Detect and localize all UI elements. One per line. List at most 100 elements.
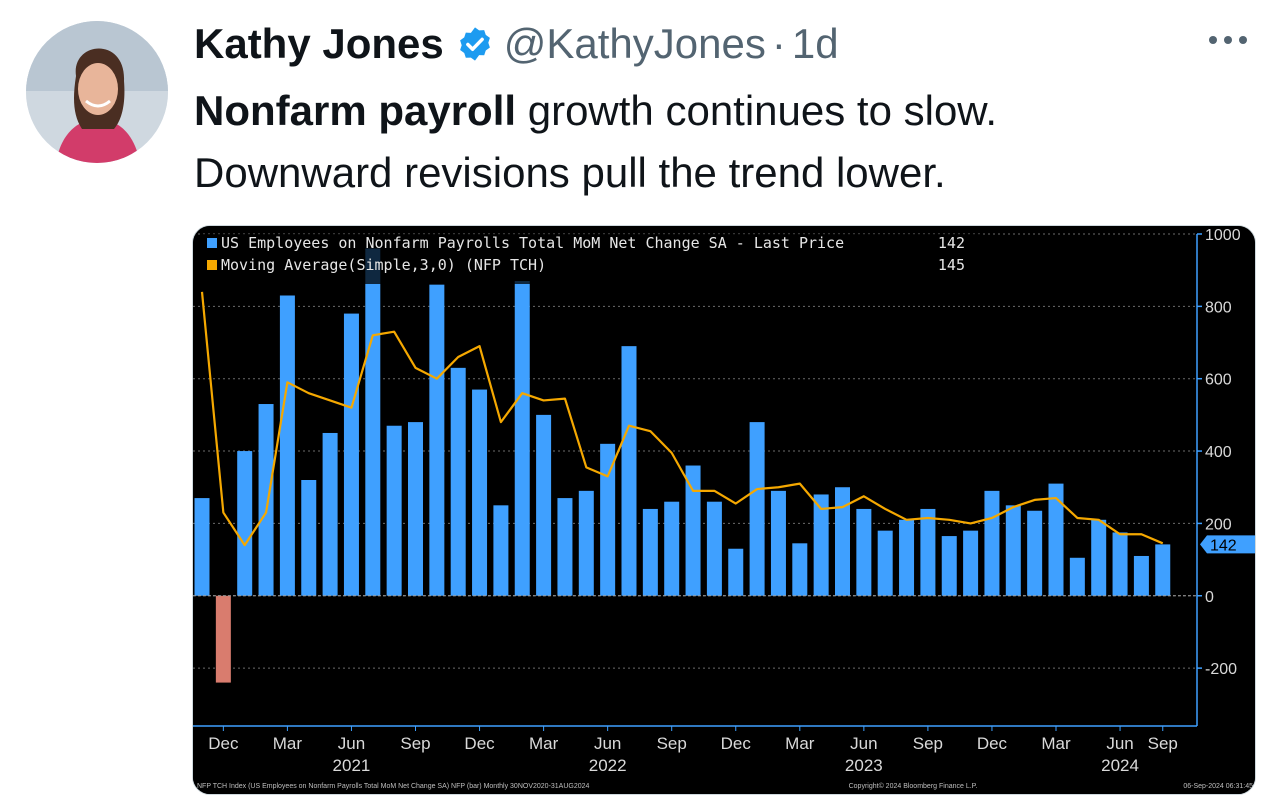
x-axis-band <box>193 726 1255 794</box>
xtick-label-10: Jun <box>850 734 877 753</box>
bar-2021-08 <box>386 425 402 596</box>
xtick-label-14: Jun <box>1106 734 1133 753</box>
xtick-label-8: Dec <box>721 734 752 753</box>
bar-2021-07 <box>365 248 381 596</box>
author-name[interactable]: Kathy Jones <box>194 20 444 67</box>
verified-badge-icon <box>456 25 494 63</box>
ytick-label-0: 0 <box>1205 589 1214 606</box>
bar-2020-12 <box>215 595 231 683</box>
year-label-2024: 2024 <box>1101 756 1139 775</box>
chart-footer-left: NFP TCH Index (US Employees on Nonfarm P… <box>197 783 590 790</box>
bar-2021-11 <box>450 367 466 596</box>
bar-2023-05 <box>835 487 850 596</box>
last-value-tag-label: 142 <box>1210 537 1237 554</box>
bar-2021-05 <box>322 432 338 596</box>
nfp-chart: US Employees on Nonfarm Payrolls Total M… <box>193 226 1255 794</box>
bar-2024-02 <box>1027 510 1043 596</box>
bar-2023-06 <box>856 508 872 596</box>
bar-2023-02 <box>770 490 786 596</box>
bar-2021-12 <box>472 389 488 596</box>
bar-2024-07 <box>1133 555 1149 596</box>
bar-2021-04 <box>301 480 317 596</box>
xtick-label-5: Mar <box>529 734 559 753</box>
legend-value-1: 145 <box>938 256 965 274</box>
author-avatar[interactable] <box>26 21 168 163</box>
legend-label-0: US Employees on Nonfarm Payrolls Total M… <box>221 234 844 252</box>
bar-2021-09 <box>408 422 423 596</box>
xtick-label-13: Mar <box>1041 734 1071 753</box>
year-label-2022: 2022 <box>589 756 627 775</box>
bar-2024-08 <box>1155 544 1171 596</box>
bar-2023-04 <box>813 494 829 596</box>
bar-2023-09 <box>920 508 936 596</box>
moving-average-line <box>200 291 1164 547</box>
tweet-text-bold: Nonfarm payroll <box>194 87 517 134</box>
bar-2020-11 <box>194 498 210 596</box>
ytick-label-200: 200 <box>1205 516 1232 533</box>
bar-2022-01 <box>493 505 509 596</box>
bar-2022-02 <box>514 281 530 596</box>
bar-2022-09 <box>664 501 680 596</box>
bar-2024-01 <box>1005 505 1021 596</box>
bar-2022-05 <box>578 490 594 596</box>
ytick-label--200: -200 <box>1205 661 1237 678</box>
xtick-label-1: Mar <box>273 734 303 753</box>
tweet-media-chart[interactable]: US Employees on Nonfarm Payrolls Total M… <box>192 225 1256 795</box>
chart-footer-center: Copyright© 2024 Bloomberg Finance L.P. <box>849 782 978 790</box>
bar-2024-06 <box>1112 532 1128 596</box>
bar-2024-04 <box>1069 557 1085 596</box>
xtick-label-15: Sep <box>1148 734 1178 753</box>
header-separator: · <box>771 20 786 67</box>
bar-2023-03 <box>792 543 808 596</box>
bar-2021-01 <box>237 451 253 596</box>
bar-2022-11 <box>706 501 722 596</box>
bar-2022-03 <box>536 414 552 596</box>
year-label-2023: 2023 <box>845 756 883 775</box>
tweet-text-line2: Downward revisions pull the trend lower. <box>194 149 946 196</box>
bar-2021-03 <box>279 295 295 596</box>
tweet-text-rest: growth continues to slow. <box>516 87 997 134</box>
bar-2021-10 <box>429 284 445 596</box>
bar-2021-02 <box>258 404 274 596</box>
bar-2022-07 <box>621 346 637 596</box>
xtick-label-9: Mar <box>785 734 815 753</box>
legend-label-1: Moving Average(Simple,3,0) (NFP TCH) <box>221 256 546 274</box>
bar-2023-10 <box>941 536 957 596</box>
tweet-text: Nonfarm payroll growth continues to slow… <box>194 80 1244 204</box>
legend-value-0: 142 <box>938 234 965 252</box>
xtick-label-11: Sep <box>913 734 943 753</box>
bar-2023-01 <box>749 422 765 596</box>
tweet-age[interactable]: 1d <box>791 20 839 67</box>
ytick-label-400: 400 <box>1205 444 1232 461</box>
author-handle[interactable]: @KathyJones <box>503 20 766 67</box>
more-horizontal-icon[interactable] <box>1206 30 1250 50</box>
bar-2022-10 <box>685 465 701 596</box>
xtick-label-0: Dec <box>208 734 239 753</box>
bar-2022-04 <box>557 498 573 596</box>
bar-2024-05 <box>1091 519 1107 596</box>
xtick-label-4: Dec <box>464 734 495 753</box>
avatar-image <box>26 21 168 163</box>
bar-2023-12 <box>984 490 1000 596</box>
bar-2021-06 <box>343 313 359 596</box>
xtick-label-3: Sep <box>400 734 430 753</box>
xtick-label-12: Dec <box>977 734 1008 753</box>
last-value-tag <box>1200 535 1255 554</box>
xtick-label-2: Jun <box>338 734 365 753</box>
bar-2023-07 <box>877 530 893 596</box>
bar-2022-12 <box>728 548 744 596</box>
ytick-label-600: 600 <box>1205 372 1232 389</box>
ytick-label-1000: 1000 <box>1205 227 1241 244</box>
bar-2024-03 <box>1048 483 1064 596</box>
legend-swatch-0 <box>207 238 217 248</box>
xtick-label-6: Jun <box>594 734 621 753</box>
bar-2022-08 <box>642 508 658 596</box>
legend-box <box>203 234 983 284</box>
tweet-header: Kathy Jones @KathyJones · 1d <box>194 16 839 72</box>
bar-2023-08 <box>899 519 915 596</box>
chart-footer-right: 06-Sep-2024 06:31:45 <box>1183 783 1253 790</box>
legend-swatch-1 <box>207 260 217 270</box>
bar-2022-06 <box>600 443 616 596</box>
year-label-2021: 2021 <box>333 756 371 775</box>
bar-2023-11 <box>963 530 979 596</box>
